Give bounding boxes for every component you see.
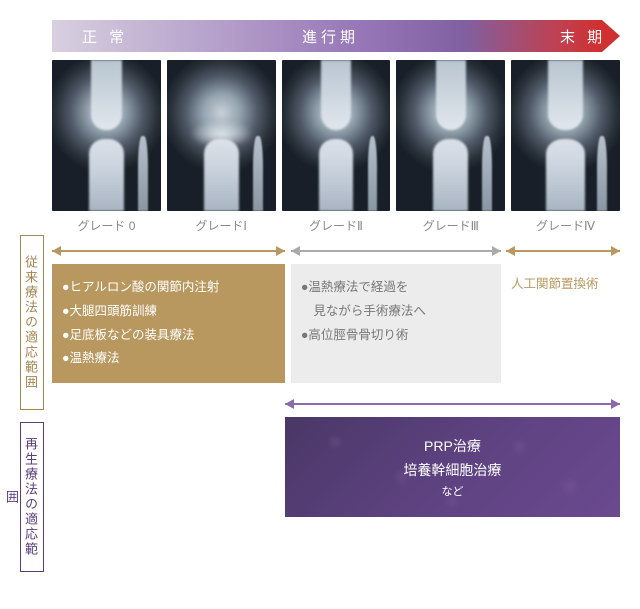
double-arrow-icon — [506, 250, 620, 252]
xray-grade-1 — [167, 60, 276, 211]
xray-grade-2 — [282, 60, 391, 211]
stage-gradient: 正 常 進行期 末 期 — [52, 20, 602, 52]
conventional-box-1: ●ヒアルロン酸の関節内注射 ●大腿四頭筋訓練 ●足底板などの装具療法 ●温熱療法 — [52, 264, 285, 383]
regenerative-arrow-row — [285, 397, 620, 411]
main-layout: 従来療法の適応範囲 再生療法の適応範囲 正 常 進行期 末 期 グレード 0 グ… — [20, 20, 620, 572]
conventional-boxes: ●ヒアルロン酸の関節内注射 ●大腿四頭筋訓練 ●足底板などの装具療法 ●温熱療法… — [52, 264, 620, 383]
regen-line-3: など — [297, 483, 608, 502]
xray-row — [52, 60, 620, 211]
stage-terminal: 末 期 — [560, 26, 606, 47]
vertical-labels: 従来療法の適応範囲 再生療法の適応範囲 — [20, 235, 44, 572]
treatment-item: ●大腿四頭筋訓練 — [62, 300, 275, 324]
double-arrow-icon — [52, 250, 285, 252]
treatment-item: ●温熱療法で経過を — [301, 276, 491, 300]
stage-bar: 正 常 進行期 末 期 — [52, 20, 620, 52]
conventional-vlabel: 従来療法の適応範囲 — [20, 235, 44, 410]
conventional-arrows — [52, 244, 620, 258]
treatment-item: ●温熱療法 — [62, 347, 275, 371]
treatment-item: ●足底板などの装具療法 — [62, 324, 275, 348]
treatment-item: ●高位脛骨骨切り術 — [301, 324, 491, 348]
grade-3: グレードⅢ — [396, 217, 505, 234]
conventional-box-3: 人工関節置換術 — [507, 264, 620, 383]
regenerative-box: PRP治療 培養幹細胞治療 など — [285, 417, 620, 517]
grade-1: グレードⅠ — [167, 217, 276, 234]
treatment-item: ●ヒアルロン酸の関節内注射 — [62, 276, 275, 300]
double-arrow-icon — [285, 403, 620, 405]
grade-2: グレードⅡ — [282, 217, 391, 234]
content-column: 正 常 進行期 末 期 グレード 0 グレードⅠ グレードⅡ グレードⅢ グレー… — [52, 20, 620, 572]
treatment-item: 見ながら手術療法へ — [301, 300, 491, 324]
stage-normal: 正 常 — [82, 26, 128, 47]
regenerative-vlabel: 再生療法の適応範囲 — [20, 422, 44, 572]
double-arrow-icon — [291, 250, 501, 252]
xray-grade-4 — [511, 60, 620, 211]
regen-line-2: 培養幹細胞治療 — [297, 459, 608, 483]
xray-grade-0 — [52, 60, 161, 211]
grade-labels: グレード 0 グレードⅠ グレードⅡ グレードⅢ グレードⅣ — [52, 217, 620, 234]
grade-4: グレードⅣ — [511, 217, 620, 234]
conventional-box-2: ●温熱療法で経過を 見ながら手術療法へ ●高位脛骨骨切り術 — [291, 264, 501, 383]
regenerative-section: PRP治療 培養幹細胞治療 など — [52, 397, 620, 517]
grade-0: グレード 0 — [52, 217, 161, 234]
regen-line-1: PRP治療 — [297, 435, 608, 459]
stage-progressive: 進行期 — [302, 26, 359, 47]
xray-grade-3 — [396, 60, 505, 211]
